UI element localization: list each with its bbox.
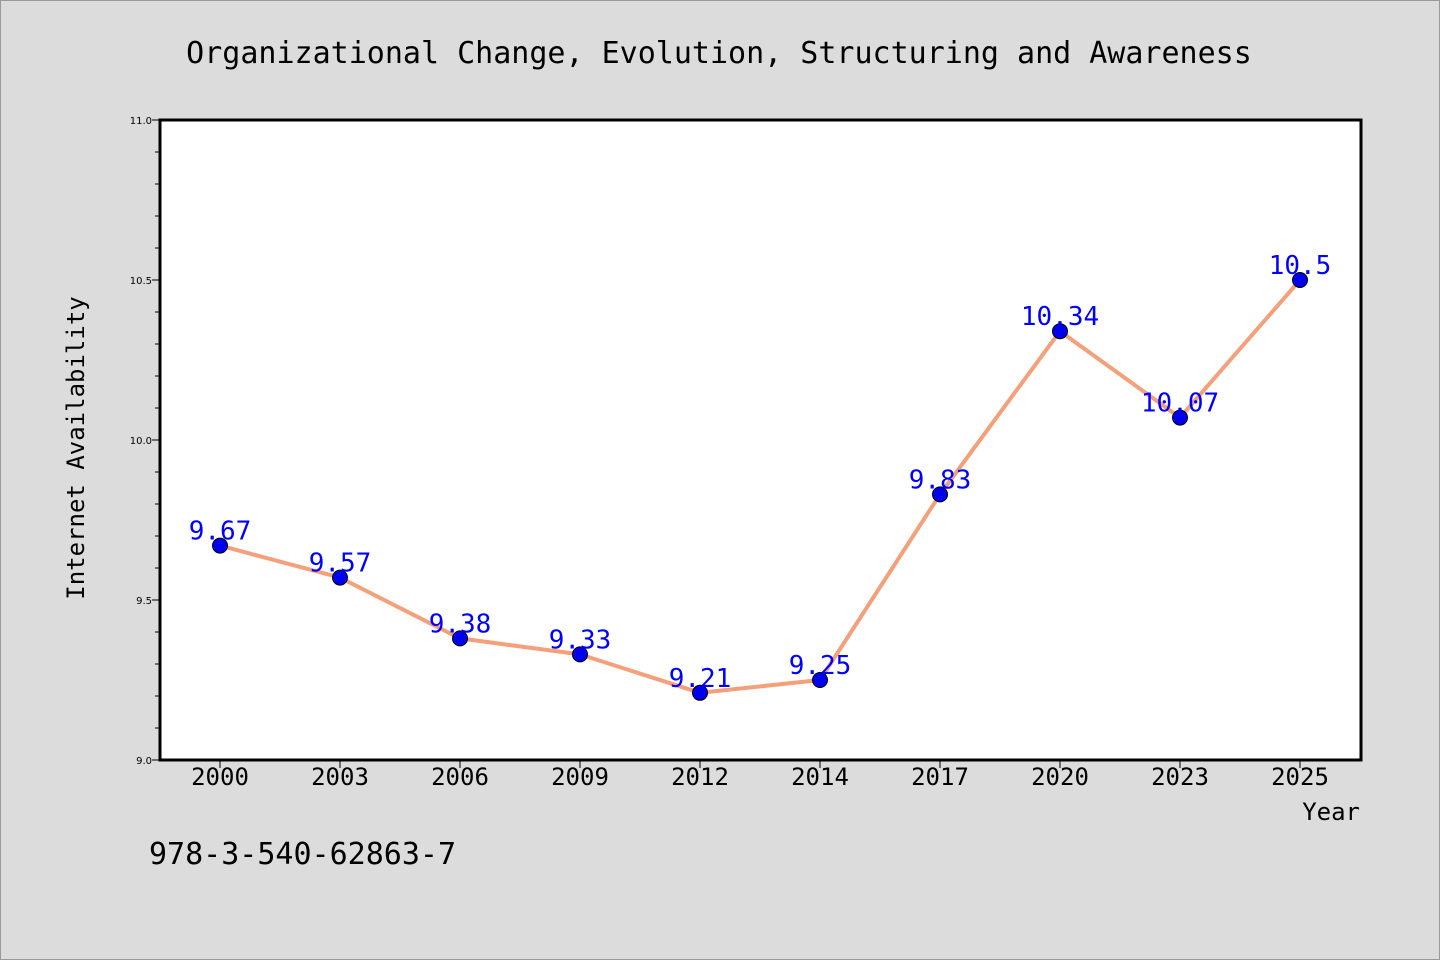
- y-axis-label: Internet Availability: [62, 296, 90, 599]
- data-point: [572, 646, 588, 663]
- data-label: 9.67: [189, 517, 252, 547]
- data-label: 10.07: [1141, 389, 1219, 419]
- data-label: 9.83: [909, 465, 972, 495]
- data-label: 9.33: [549, 625, 612, 655]
- y-tick-label: 9.0: [136, 756, 152, 767]
- y-axis: 9.0 9.5 10.0 10.5 11.0: [130, 116, 160, 767]
- data-label: 9.21: [669, 664, 732, 694]
- footer-isbn: 978-3-540-62863-7: [149, 837, 456, 872]
- x-tick-label: 2017: [911, 763, 969, 791]
- x-axis-label: Year: [1302, 798, 1360, 826]
- y-tick-label: 10.5: [130, 276, 152, 287]
- y-tick-label: 11.0: [130, 116, 152, 127]
- data-label: 10.5: [1269, 251, 1332, 281]
- plot-area: [158, 118, 1363, 762]
- x-tick-label: 2025: [1271, 763, 1329, 791]
- x-tick-label: 2023: [1151, 763, 1209, 791]
- y-tick-label: 10.0: [130, 436, 152, 447]
- y-tick-label: 9.5: [136, 596, 152, 607]
- x-tick-label: 2014: [791, 763, 849, 791]
- data-labels: 9.67 9.57 9.38 9.33 9.21 9.25 9.83 10.34 10.07 10…: [189, 251, 1332, 694]
- data-point: [452, 630, 468, 647]
- chart-title: Organizational Change, Evolution, Struct…: [186, 36, 1252, 71]
- data-point: [1292, 272, 1308, 288]
- data-label: 9.57: [309, 549, 372, 579]
- x-tick-label: 2012: [671, 763, 729, 791]
- x-tick-label: 2020: [1031, 763, 1089, 791]
- data-point: [212, 537, 228, 554]
- x-tick-label: 2009: [551, 763, 609, 791]
- data-label: 9.38: [429, 609, 492, 639]
- series-line: [218, 278, 1302, 695]
- x-axis: 2000 2003 2006 2009 2012 2014 2017 2020 2023 2025: [191, 760, 1329, 791]
- x-tick-label: 2000: [191, 763, 249, 791]
- data-point: [692, 684, 708, 701]
- x-tick-label: 2003: [311, 763, 369, 791]
- series-markers: [212, 272, 1308, 701]
- data-label: 10.34: [1021, 302, 1099, 332]
- data-point: [1052, 323, 1068, 340]
- series-path: [218, 278, 1302, 695]
- data-label: 9.25: [789, 651, 852, 681]
- data-point: [332, 569, 348, 586]
- data-point: [812, 672, 828, 688]
- x-tick-label: 2006: [431, 763, 489, 791]
- data-point: [1172, 409, 1188, 426]
- data-point: [932, 486, 948, 503]
